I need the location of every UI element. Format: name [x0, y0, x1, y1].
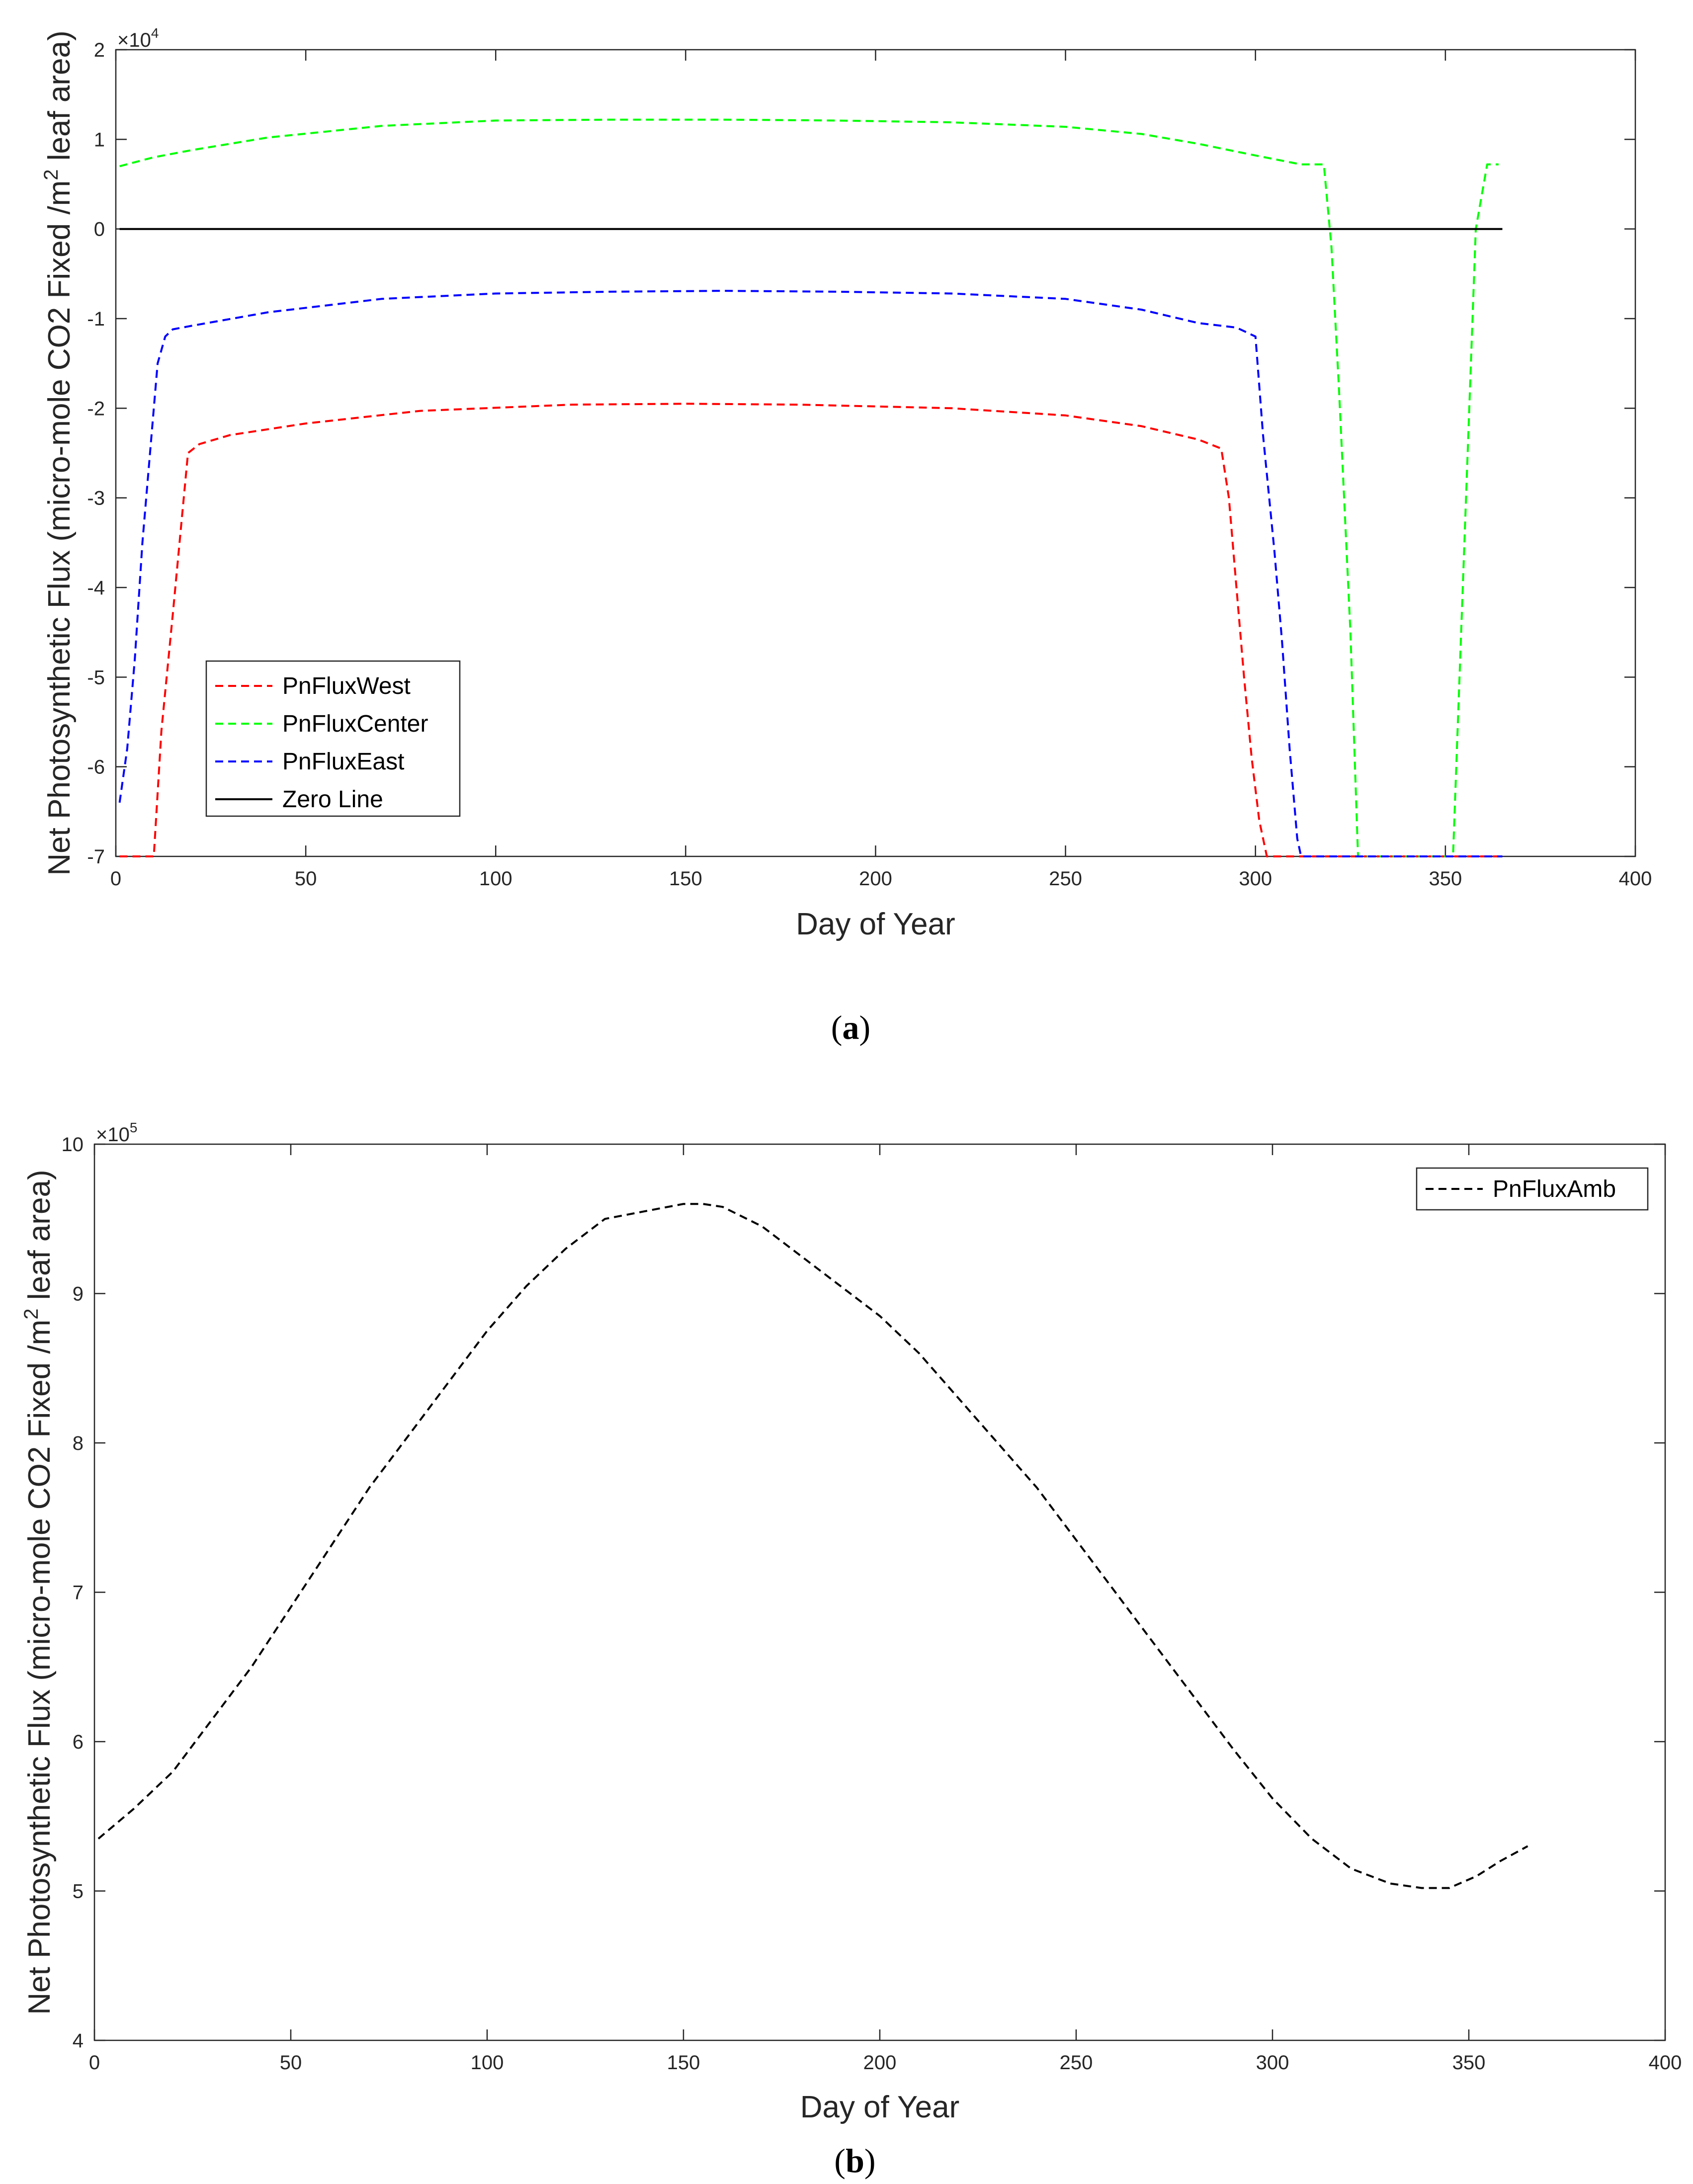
legend-entry-label: PnFluxCenter	[282, 711, 428, 737]
y-axis-exponent: ×105	[96, 1120, 137, 1146]
y-axis-label-tail: leaf area)	[22, 1170, 57, 1308]
x-tick-label: 350	[1429, 868, 1462, 890]
x-tick-label: 300	[1256, 2052, 1289, 2074]
x-tick-label: 400	[1649, 2052, 1682, 2074]
x-tick-label: 150	[667, 2052, 700, 2074]
exponent-base: ×10	[117, 29, 151, 51]
x-axis-label: Day of Year	[800, 2090, 960, 2124]
y-tick-label: -6	[87, 756, 105, 778]
y-tick-label: 1	[94, 129, 105, 151]
y-tick-label: 6	[73, 1731, 84, 1753]
series-line-pnfluxamb	[97, 1203, 1528, 1889]
x-tick-label: 350	[1452, 2052, 1486, 2074]
x-tick-label: 50	[295, 868, 317, 890]
caption-open: (	[831, 1008, 843, 1046]
y-axis-label-main: Net Photosynthetic Flux (micro-mole CO2 …	[42, 180, 77, 876]
y-tick-label: -3	[87, 488, 105, 509]
legend-entry-label: PnFluxEast	[282, 749, 404, 775]
x-tick-label: 300	[1239, 868, 1272, 890]
y-tick-label: 9	[73, 1283, 84, 1305]
y-tick-label: -4	[87, 577, 105, 599]
exponent-power: 4	[151, 25, 159, 41]
y-axis-label-tail: leaf area)	[42, 30, 77, 169]
y-tick-label: 0	[94, 219, 105, 241]
y-tick-label: -5	[87, 667, 105, 688]
series-line-pnfluxeast	[118, 290, 1503, 857]
x-tick-label: 200	[859, 868, 892, 890]
caption-close: )	[859, 1008, 871, 1046]
x-tick-label: 250	[1049, 868, 1082, 890]
y-tick-label: 8	[73, 1432, 84, 1454]
x-tick-label: 400	[1619, 868, 1652, 890]
x-tick-label: 100	[479, 868, 512, 890]
exponent-base: ×10	[96, 1124, 130, 1146]
figure-caption: (b)	[834, 2142, 875, 2180]
legend-box	[205, 660, 461, 817]
y-axis-label-main: Net Photosynthetic Flux (micro-mole CO2 …	[22, 1320, 57, 2015]
y-tick-label: 5	[73, 1881, 84, 1903]
y-axis-exponent: ×104	[117, 25, 159, 51]
y-tick-label: 10	[62, 1134, 84, 1156]
plot-area-frame	[93, 1143, 1666, 2041]
x-axis-label: Day of Year	[796, 907, 955, 941]
caption-open: (	[834, 2142, 846, 2180]
x-tick-label: 50	[280, 2052, 302, 2074]
x-tick-label: 250	[1060, 2052, 1093, 2074]
exponent-power: 5	[130, 1120, 138, 1135]
y-tick-label: -1	[87, 308, 105, 330]
x-tick-label: 0	[89, 2052, 100, 2074]
legend: PnFluxAmb	[1416, 1167, 1649, 1211]
y-tick-label: -7	[87, 846, 105, 868]
y-tick-label: 4	[73, 2030, 84, 2052]
caption-letter: b	[846, 2142, 864, 2180]
legend: PnFluxWest PnFluxCenter PnFluxEast Zero Lin…	[205, 660, 461, 817]
legend-entry-label: Zero Line	[282, 786, 383, 813]
y-axis-label-superscript: 2	[40, 169, 62, 180]
caption-close: )	[864, 2142, 876, 2180]
x-tick-label: 0	[110, 868, 121, 890]
chart-panel-a: 0 50 100 150 200 250 300 350 400 -7 -6 -5 -4 -3 -2 -1 0 1…	[40, 25, 1652, 1046]
y-tick-label: 7	[73, 1582, 84, 1604]
legend-box	[1416, 1167, 1649, 1211]
y-axis-label: Net Photosynthetic Flux (micro-mole CO2 …	[20, 1170, 57, 2015]
series-line-pnfluxcenter	[119, 118, 1499, 857]
caption-letter: a	[843, 1008, 859, 1046]
figure-caption: (a)	[831, 1008, 870, 1046]
y-tick-label: 2	[94, 39, 105, 61]
x-tick-label: 100	[471, 2052, 504, 2074]
x-tick-label: 200	[863, 2052, 897, 2074]
x-tick-label: 150	[669, 868, 702, 890]
legend-entry-label: PnFluxAmb	[1493, 1176, 1616, 1202]
y-axis-label-superscript: 2	[20, 1309, 42, 1320]
y-axis-label: Net Photosynthetic Flux (micro-mole CO2 …	[40, 30, 77, 875]
y-tick-label: -2	[87, 398, 105, 420]
legend-entry-label: PnFluxWest	[282, 673, 411, 699]
